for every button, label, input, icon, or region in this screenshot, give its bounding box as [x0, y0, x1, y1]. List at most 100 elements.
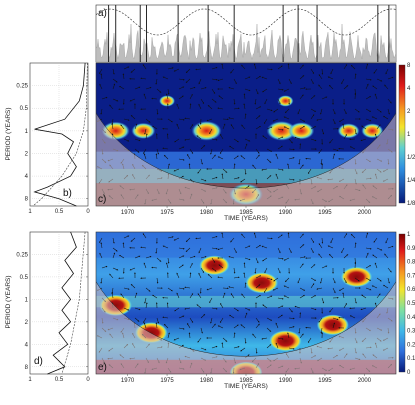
panel-c: 1970 1975 1980 1985 1990 1995 2000 TIME (YEARS… — [95, 62, 415, 222]
x-tick-label: 1 — [28, 377, 32, 383]
phase-arrow — [385, 237, 389, 244]
phase-arrow — [332, 148, 339, 152]
phase-arrow — [222, 337, 228, 342]
phase-arrow — [349, 146, 356, 150]
phase-arrow — [383, 115, 389, 120]
phase-arrow — [318, 243, 323, 249]
phase-arrow — [266, 237, 273, 240]
phase-arrow — [275, 342, 279, 349]
phase-arrow — [112, 83, 116, 90]
phase-arrow — [343, 108, 347, 115]
phase-arrow — [244, 337, 247, 344]
colorbar-tick-label: 0.2 — [407, 342, 415, 348]
x-tick-label: 1975 — [160, 378, 174, 384]
phase-arrow — [255, 88, 259, 95]
phase-arrow — [166, 93, 169, 100]
phase-arrow — [277, 247, 281, 254]
phase-arrow — [145, 287, 151, 292]
phase-arrow — [198, 78, 202, 85]
phase-arrow — [365, 78, 372, 81]
phase-arrow — [385, 68, 389, 75]
phase-arrow — [145, 255, 152, 259]
x-tick-label: 0 — [86, 209, 90, 215]
phase-arrow — [228, 117, 235, 120]
phase-arrow — [140, 77, 147, 80]
phase-arrow — [189, 317, 194, 323]
phase-arrow — [244, 282, 247, 289]
phase-arrow — [371, 285, 378, 289]
phase-arrow — [189, 272, 192, 279]
phase-arrow — [253, 63, 257, 70]
phase-arrow — [233, 307, 239, 312]
phase-arrow — [200, 313, 206, 319]
phase-arrow — [297, 108, 301, 115]
phase-arrow — [134, 123, 138, 130]
phase-arrow — [310, 247, 314, 254]
phase-arrow — [365, 108, 372, 112]
phase-arrow — [219, 148, 224, 154]
phase-arrow — [178, 287, 185, 290]
phase-arrow — [174, 307, 180, 312]
phase-arrow — [320, 327, 323, 334]
phase-arrow — [288, 138, 293, 144]
phase-arrow — [200, 256, 207, 259]
phase-arrow — [163, 154, 169, 160]
colorbar-tick-label: 1/4 — [407, 178, 415, 184]
phase-arrow — [266, 327, 272, 332]
phase-arrow — [123, 66, 130, 70]
phase-arrow — [187, 322, 191, 329]
phase-arrow — [162, 245, 169, 249]
phase-arrow — [283, 88, 290, 92]
cone-of-influence-edge — [96, 112, 396, 189]
phase-arrow — [99, 252, 103, 259]
heatmap-hotspot — [266, 121, 297, 141]
phase-arrow — [299, 94, 304, 100]
phase-arrow — [255, 178, 258, 185]
phase-arrow — [241, 233, 246, 239]
phase-arrow — [244, 307, 251, 311]
phase-arrow — [206, 118, 213, 122]
phase-arrow — [228, 286, 235, 289]
phase-arrow — [134, 148, 140, 153]
phase-arrow — [134, 317, 140, 322]
phase-arrow — [277, 78, 281, 85]
phase-arrow — [288, 317, 295, 320]
phase-arrow — [373, 237, 378, 243]
phase-arrow — [134, 307, 141, 311]
phase-arrow — [167, 67, 174, 70]
phase-arrow — [252, 333, 257, 339]
panel-b-frame — [29, 62, 89, 207]
phase-arrow — [178, 327, 185, 330]
phase-arrow — [374, 93, 378, 100]
phase-arrow — [272, 118, 279, 122]
phase-arrow — [277, 145, 283, 150]
phase-arrow — [112, 252, 116, 259]
phase-arrow — [222, 123, 226, 130]
phase-arrow — [112, 98, 119, 102]
x-tick-label: 2000 — [358, 210, 372, 216]
phase-arrow — [189, 255, 196, 259]
phase-arrow — [376, 247, 383, 251]
phase-arrow — [198, 103, 202, 110]
y-tick-label: 1 — [25, 297, 29, 303]
phase-arrow — [365, 277, 372, 281]
panel-b-x-ticks: 1 0.5 0 — [28, 209, 90, 215]
x-tick-label: 1970 — [121, 210, 135, 216]
phase-arrow — [365, 265, 372, 269]
phase-arrow — [266, 108, 273, 112]
panel-d-y-axis-label: PERIOD (YEARS) — [5, 275, 12, 328]
phase-arrow — [129, 267, 136, 271]
phase-arrow — [254, 267, 257, 274]
phase-arrow — [144, 128, 147, 135]
colorbar-tick-label: 1 — [407, 132, 411, 138]
colorbar-tick-label: 0.4 — [407, 315, 415, 321]
phase-arrow — [130, 114, 136, 120]
phase-arrow — [310, 95, 316, 100]
panel-e-colorbar-ticks: 1 0.9 0.8 0.7 0.6 0.5 0.4 0.3 0.2 0.1 0 — [407, 232, 415, 376]
panel-c-label: c) — [98, 194, 106, 205]
phase-arrow — [200, 98, 205, 104]
phase-arrow — [167, 163, 170, 170]
phase-arrow — [200, 347, 207, 351]
phase-arrow — [145, 86, 152, 90]
